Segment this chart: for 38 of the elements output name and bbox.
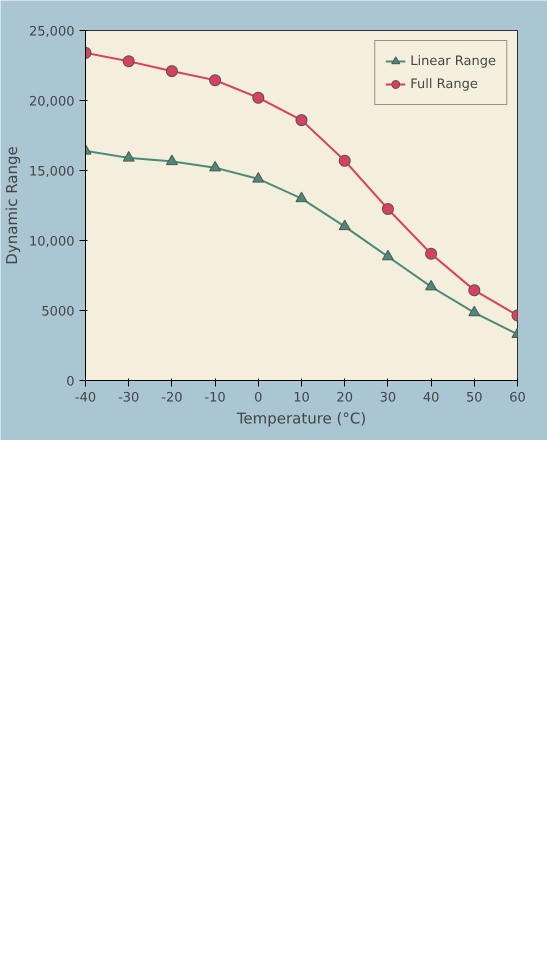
y-tick-label: 15,000 (29, 164, 75, 180)
y-tick-label: 0 (66, 374, 75, 390)
x-tick-label: 60 (509, 390, 526, 406)
x-tick-label: -40 (74, 390, 96, 406)
x-tick-label: 40 (422, 390, 440, 406)
y-tick-label: 10,000 (29, 234, 75, 250)
point (252, 172, 264, 183)
point (209, 74, 222, 86)
point (382, 250, 394, 260)
point (122, 55, 135, 68)
x-axis-title: Temperature (°C) (236, 410, 366, 428)
point (468, 306, 480, 316)
x-tick-label: 30 (380, 390, 396, 406)
x-tick-label: -30 (118, 390, 140, 406)
point (425, 280, 438, 290)
y-tick-label: 5000 (41, 304, 75, 320)
x-tick-label: -20 (161, 390, 183, 406)
point (338, 220, 351, 230)
x-tick-label: 20 (336, 390, 353, 406)
legend-label: Linear Range (410, 54, 496, 68)
x-tick-label: 10 (293, 390, 310, 406)
legend-label: Full Range (410, 76, 478, 92)
x-tick-label: 50 (466, 390, 483, 406)
y-axis-title: Dynamic Range (3, 146, 22, 265)
point (425, 248, 438, 260)
point (166, 154, 178, 166)
x-tick-label: -10 (204, 390, 226, 406)
point (209, 160, 222, 172)
point (296, 114, 308, 126)
y-tick-label: 25,000 (29, 24, 75, 40)
point (338, 154, 351, 167)
point (166, 65, 178, 78)
point (296, 192, 308, 202)
y-tick-label: 20,000 (29, 94, 75, 110)
x-tick-label: 0 (254, 390, 262, 406)
point (122, 151, 135, 162)
point (382, 203, 394, 215)
point (252, 92, 264, 104)
